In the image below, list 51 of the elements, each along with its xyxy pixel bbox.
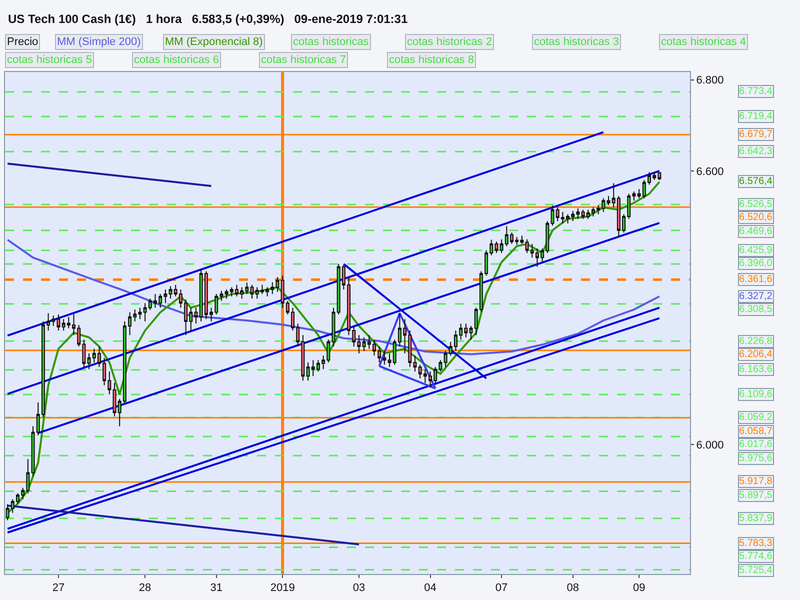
ref-line-label: 6.469,6 [739, 226, 773, 237]
ref-line-label: 6.642,3 [739, 146, 773, 157]
ref-line-label: 5.975,6 [739, 453, 773, 464]
chart-title: US Tech 100 Cash (1€) 1 hora 6.583,5 (+0,39%) 09-ene-2019 7:01:31 [8, 12, 408, 26]
x-tick-label: 28 [138, 582, 152, 594]
ref-line-label: 6.226,8 [739, 336, 773, 347]
text: cotas historicas 3 [534, 36, 619, 48]
ref-line-label: 6.017,6 [739, 439, 773, 450]
y-tick-label: 6.000 [696, 439, 724, 452]
ref-line-label: 6.773,4 [739, 86, 773, 97]
ref-line-label: 5.897,5 [739, 490, 773, 501]
text: 6.327,2 [739, 291, 773, 302]
x-tick-label: 27 [52, 582, 65, 594]
text: cotas historicas 5 [7, 54, 92, 66]
ref-line-label: 6.163,6 [739, 364, 773, 375]
ref-line-label: 6.396,0 [739, 258, 773, 269]
y-tick-label: 6.600 [696, 166, 724, 178]
ref-line-label: 5.837,9 [739, 513, 773, 524]
ref-line-label: 6.679,7 [739, 129, 773, 140]
y-tick-label: 6.800 [696, 74, 724, 87]
ref-line-label: 6.109,6 [739, 389, 773, 400]
ref-line-label: 6.425,9 [739, 245, 773, 256]
ref-line-label: 6.719,4 [739, 111, 773, 122]
ref-line-label: 6.059,2 [739, 412, 773, 423]
text: cotas historicas 7 [261, 54, 346, 66]
ref-line-label: 6.308,5 [739, 304, 773, 315]
ref-line-label: 6.058,7 [739, 426, 773, 437]
ref-line-label: 5.774,6 [739, 551, 773, 562]
ref-line-label: 5.783,3 [739, 538, 773, 549]
x-tick-label: 31 [210, 582, 222, 594]
ref-line-label: 5.725,4 [739, 565, 773, 576]
ref-line-label: 5.917,8 [739, 476, 773, 487]
text: MM (Simple 200) [57, 36, 141, 48]
ref-line-label: 6.361,6 [739, 274, 773, 285]
x-tick-label: 09 [632, 582, 646, 594]
x-tick-label: 03 [352, 582, 366, 594]
text: Precio [7, 36, 38, 48]
x-tick-label: 08 [566, 582, 579, 594]
text: MM (Exponencial 8) [165, 36, 263, 48]
text: 6.576,4 [739, 176, 773, 187]
text: cotas historicas 6 [134, 54, 219, 66]
x-tick-label: 04 [424, 582, 436, 594]
ref-line-label: 6.520,6 [739, 212, 773, 223]
text: cotas historicas [293, 36, 370, 48]
text: cotas historicas 2 [407, 36, 492, 48]
ref-line-label: 6.206,4 [739, 349, 773, 360]
ref-line-label: 6.526,5 [739, 199, 773, 210]
x-tick-label: 2019 [270, 582, 295, 594]
text: cotas historicas 8 [389, 54, 474, 66]
x-tick-label: 07 [495, 582, 508, 594]
text: cotas historicas 4 [661, 36, 746, 48]
